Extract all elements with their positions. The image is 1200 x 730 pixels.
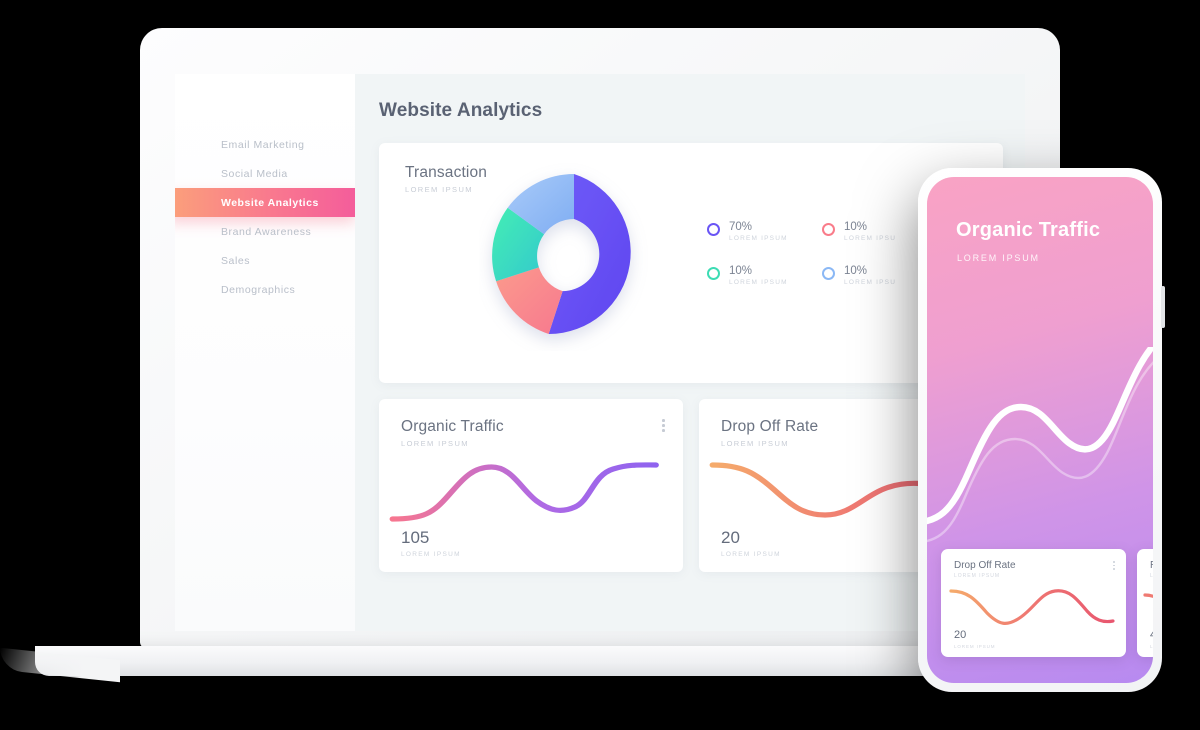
- donut-legend: 70% LOREM IPSUM 10% LOREM IPSU: [707, 221, 937, 286]
- metric-cards-row: Organic Traffic LOREM IPSUM: [379, 399, 1003, 572]
- organic-traffic-card: Organic Traffic LOREM IPSUM: [379, 399, 683, 572]
- dashboard: Email Marketing Social Media Website Ana…: [175, 74, 1025, 631]
- legend-item[interactable]: 10% LOREM IPSU: [822, 265, 937, 286]
- phone-metric-cards: Drop Off Rate LOREM IPSUM 20: [941, 549, 1153, 657]
- legend-ring-icon: [822, 267, 835, 280]
- main-content: Website Analytics Transaction LOREM IPSU…: [355, 74, 1025, 631]
- phone-subtitle: LOREM IPSUM: [957, 253, 1040, 263]
- donut-chart: [479, 161, 669, 356]
- sidebar-item-social-media[interactable]: Social Media: [175, 159, 355, 188]
- more-options-icon[interactable]: [662, 419, 665, 435]
- phone-card-title: R: [1150, 560, 1153, 571]
- phone-card-sparkline: [1143, 593, 1153, 598]
- laptop-screen: Email Marketing Social Media Website Ana…: [175, 74, 1025, 631]
- sidebar-item-label: Brand Awareness: [221, 225, 312, 238]
- phone-card-value: 4: [1150, 629, 1153, 641]
- laptop-mockup: Email Marketing Social Media Website Ana…: [35, 28, 1060, 676]
- phone-secondary-card: R LO 4 LO: [1137, 549, 1153, 657]
- organic-traffic-value: 105: [401, 528, 430, 547]
- organic-traffic-sparkline: [389, 462, 659, 522]
- sidebar-item-email-marketing[interactable]: Email Marketing: [175, 130, 355, 159]
- phone-card-subtitle: LO: [1150, 573, 1153, 579]
- sidebar-item-label: Demographics: [221, 283, 296, 296]
- sidebar-item-label: Sales: [221, 254, 251, 267]
- transaction-card-subtitle: LOREM IPSUM: [405, 185, 473, 194]
- donut-chart-svg: [492, 174, 631, 334]
- sidebar-item-label: Email Marketing: [221, 138, 305, 151]
- phone-card-value-sub: LOREM IPSUM: [954, 644, 996, 649]
- drop-off-rate-value-sub: LOREM IPSUM: [721, 551, 781, 558]
- sidebar-item-website-analytics[interactable]: Website Analytics: [175, 188, 355, 217]
- drop-off-rate-title: Drop Off Rate: [721, 418, 819, 435]
- phone-drop-off-rate-card: Drop Off Rate LOREM IPSUM 20: [941, 549, 1126, 657]
- sidebar-item-sales[interactable]: Sales: [175, 246, 355, 275]
- legend-label: LOREM IPSUM: [729, 279, 788, 286]
- sidebar-item-brand-awareness[interactable]: Brand Awareness: [175, 217, 355, 246]
- phone-card-subtitle: LOREM IPSUM: [954, 573, 1001, 579]
- phone-card-sparkline: [949, 589, 1115, 625]
- transaction-card-title: Transaction: [405, 164, 488, 181]
- laptop-base: [35, 646, 1060, 676]
- legend-item[interactable]: 70% LOREM IPSUM: [707, 221, 822, 242]
- sidebar-item-label: Website Analytics: [221, 196, 319, 209]
- legend-label: LOREM IPSU: [844, 235, 897, 242]
- phone-mockup: Organic Traffic LOREM IPSUM Drop Off Rat…: [918, 168, 1165, 692]
- phone-wave-chart: [927, 347, 1153, 543]
- phone-card-value-sub: LO: [1150, 644, 1153, 649]
- phone-body: Organic Traffic LOREM IPSUM Drop Off Rat…: [918, 168, 1165, 692]
- drop-off-rate-subtitle: LOREM IPSUM: [721, 439, 789, 448]
- drop-off-rate-value: 20: [721, 528, 740, 547]
- sidebar-item-label: Social Media: [221, 167, 288, 180]
- phone-card-title: Drop Off Rate: [954, 560, 1016, 571]
- legend-value: 10%: [729, 265, 753, 277]
- legend-ring-icon: [822, 223, 835, 236]
- transaction-card: Transaction LOREM IPSUM: [379, 143, 1003, 383]
- sidebar: Email Marketing Social Media Website Ana…: [175, 74, 355, 631]
- organic-traffic-value-sub: LOREM IPSUM: [401, 551, 461, 558]
- phone-title: Organic Traffic: [956, 219, 1101, 241]
- organic-traffic-subtitle: LOREM IPSUM: [401, 439, 469, 448]
- legend-item[interactable]: 10% LOREM IPSUM: [707, 265, 822, 286]
- phone-card-value: 20: [954, 629, 967, 641]
- sidebar-item-demographics[interactable]: Demographics: [175, 275, 355, 304]
- organic-traffic-title: Organic Traffic: [401, 418, 504, 435]
- legend-label: LOREM IPSU: [844, 279, 897, 286]
- legend-item[interactable]: 10% LOREM IPSU: [822, 221, 937, 242]
- legend-label: LOREM IPSUM: [729, 235, 788, 242]
- legend-ring-icon: [707, 223, 720, 236]
- legend-ring-icon: [707, 267, 720, 280]
- page-title: Website Analytics: [379, 100, 543, 121]
- legend-value: 10%: [844, 221, 868, 233]
- more-options-icon[interactable]: [1113, 561, 1115, 572]
- legend-value: 10%: [844, 265, 868, 277]
- phone-screen: Organic Traffic LOREM IPSUM Drop Off Rat…: [927, 177, 1153, 683]
- legend-value: 70%: [729, 221, 753, 233]
- phone-side-button[interactable]: [1161, 286, 1165, 328]
